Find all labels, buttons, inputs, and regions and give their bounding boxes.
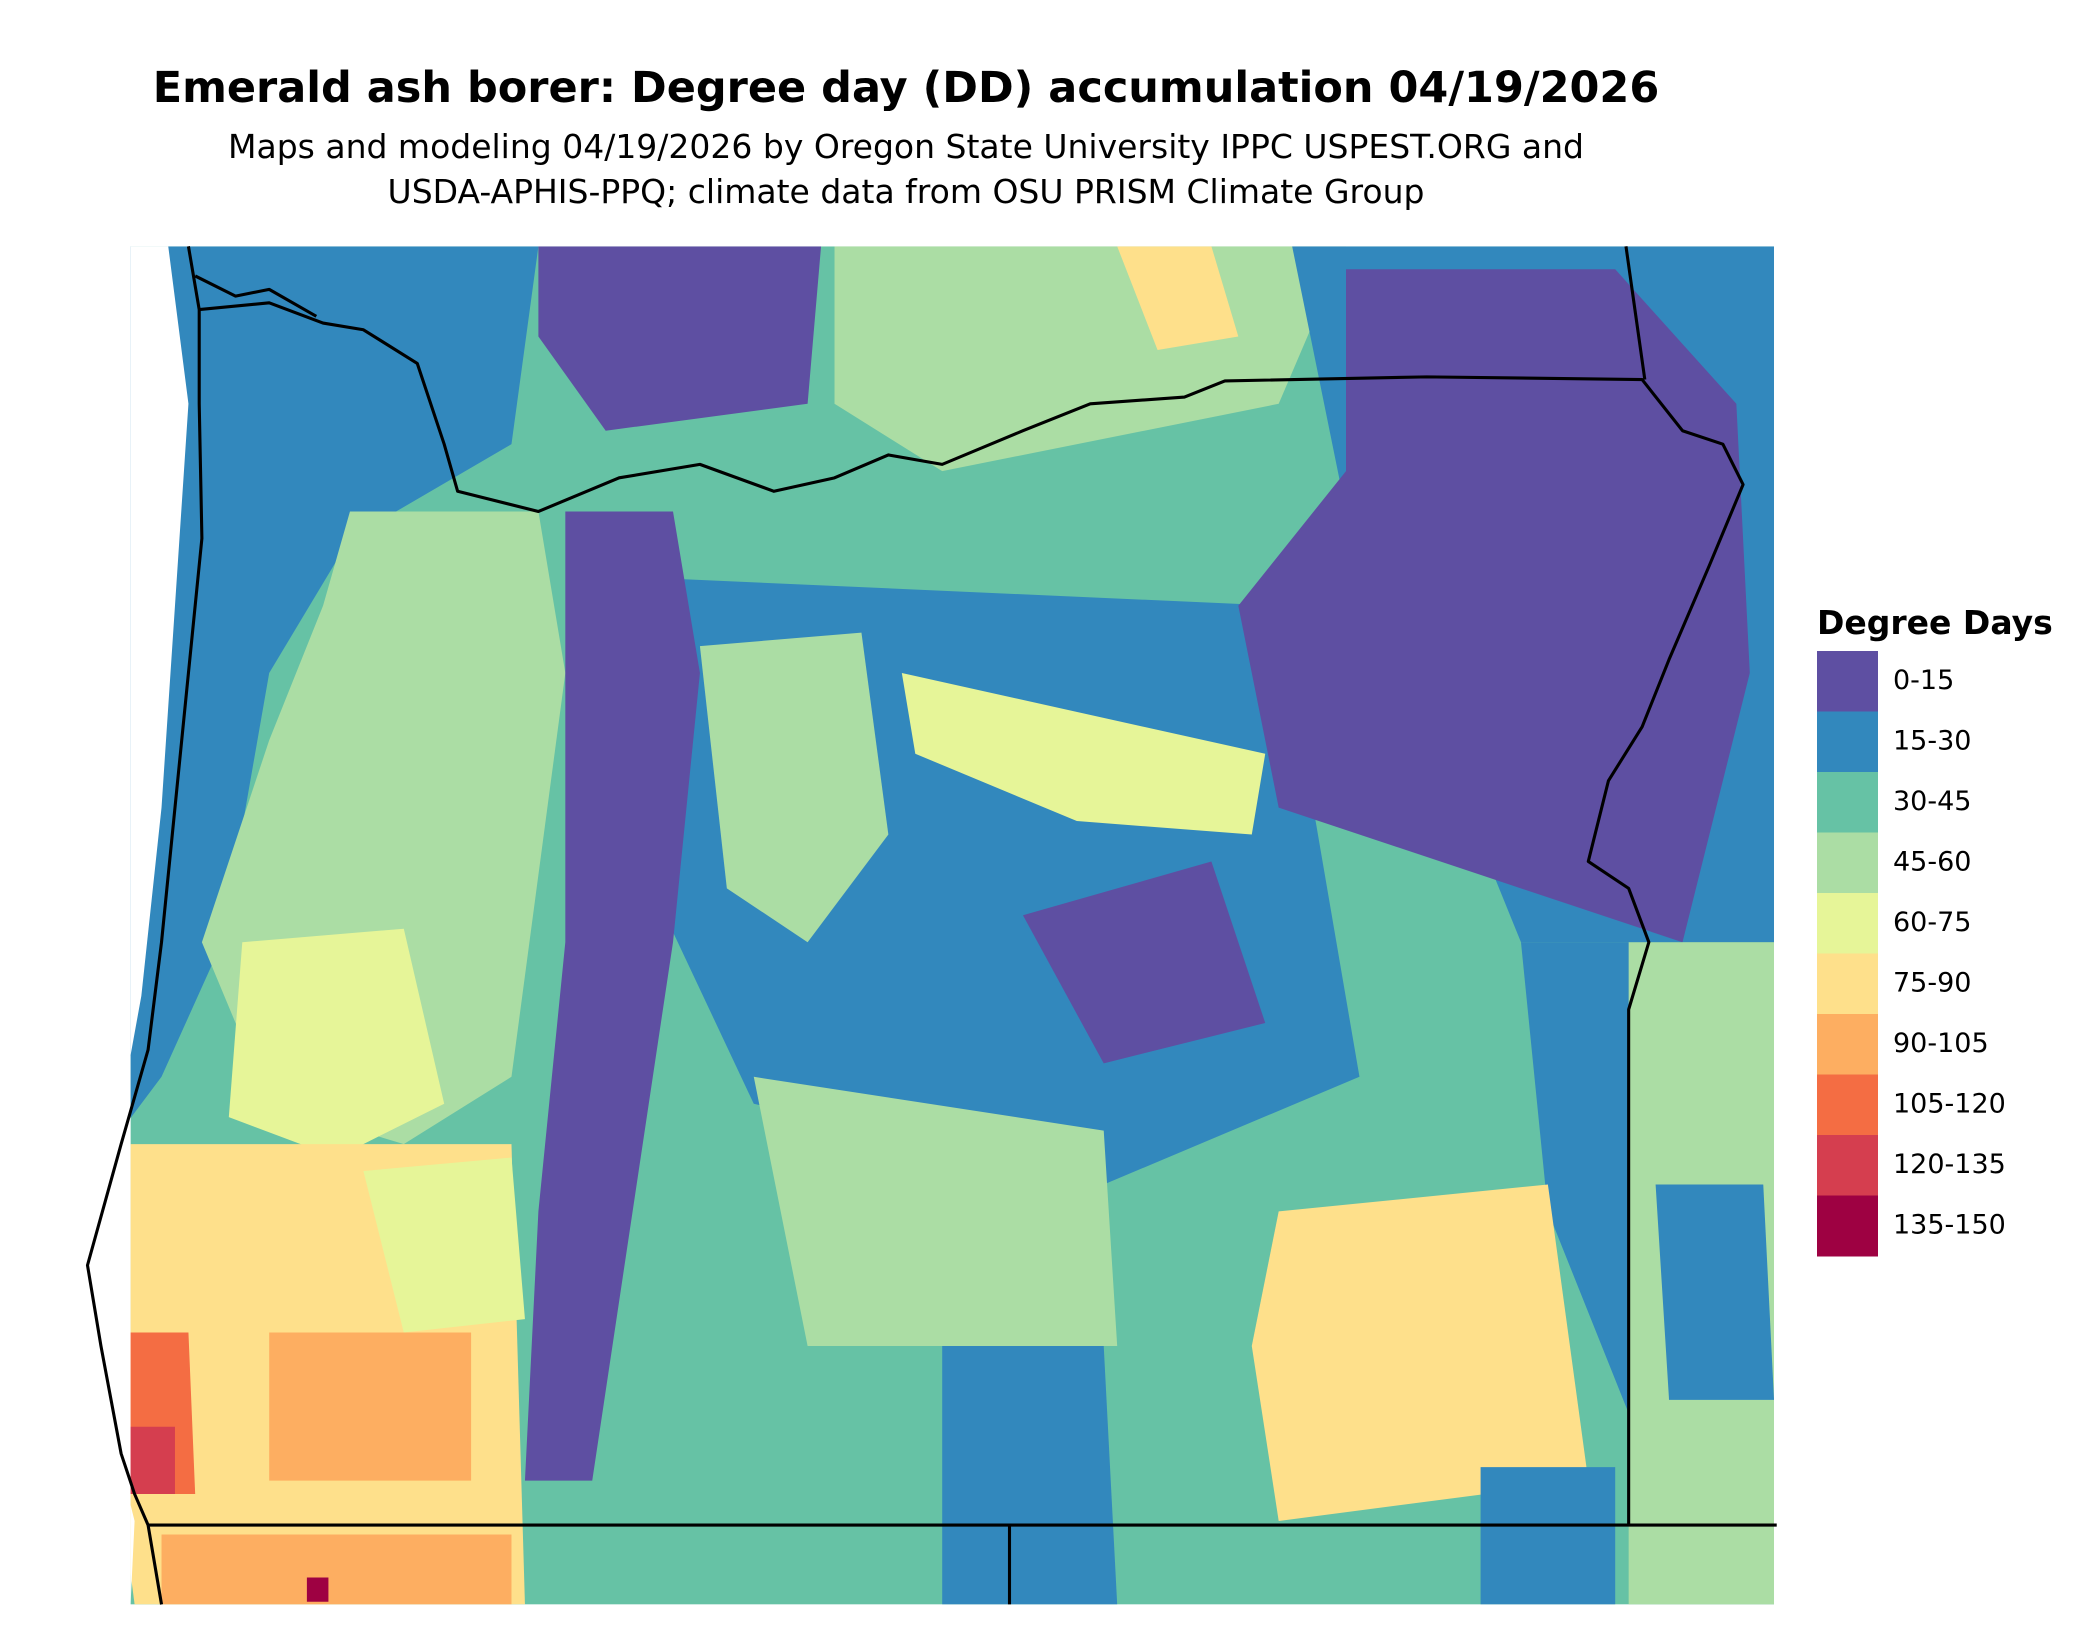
legend-title: Degree Days xyxy=(1817,603,2053,642)
legend-swatch xyxy=(1817,953,1878,1015)
subtitle: USDA-APHIS-PPQ; climate data from OSU PR… xyxy=(388,172,1425,211)
legend-label: 30-45 xyxy=(1893,786,1971,817)
legend: 0-15 15-30 30-45 45-60 60-75 75-90 90-105 105-1… xyxy=(1817,651,2006,1257)
legend-label: 15-30 xyxy=(1893,725,1971,756)
legend-label: 0-15 xyxy=(1893,665,1954,696)
legend-swatch xyxy=(1817,1195,1878,1257)
legend-swatch xyxy=(1817,893,1878,954)
legend-swatch xyxy=(1817,651,1878,712)
legend-label: 105-120 xyxy=(1893,1088,2006,1119)
subtitle: Maps and modeling 04/19/2026 by Oregon S… xyxy=(228,127,1584,166)
legend-label: 75-90 xyxy=(1893,967,1971,998)
legend-swatch xyxy=(1817,1014,1878,1075)
legend-swatch xyxy=(1817,711,1878,773)
legend-label: 60-75 xyxy=(1893,907,1971,938)
map xyxy=(85,246,1777,1605)
map-title: Emerald ash borer: Degree day (DD) accum… xyxy=(153,63,1660,113)
legend-label: 135-150 xyxy=(1893,1209,2006,1240)
legend-swatch xyxy=(1817,832,1878,894)
legend-swatch xyxy=(1817,1074,1878,1136)
legend-swatch xyxy=(1817,772,1878,833)
legend-swatch xyxy=(1817,1135,1878,1196)
legend-label: 45-60 xyxy=(1893,846,1971,877)
legend-label: 90-105 xyxy=(1893,1028,1989,1059)
legend-label: 120-135 xyxy=(1893,1149,2006,1180)
